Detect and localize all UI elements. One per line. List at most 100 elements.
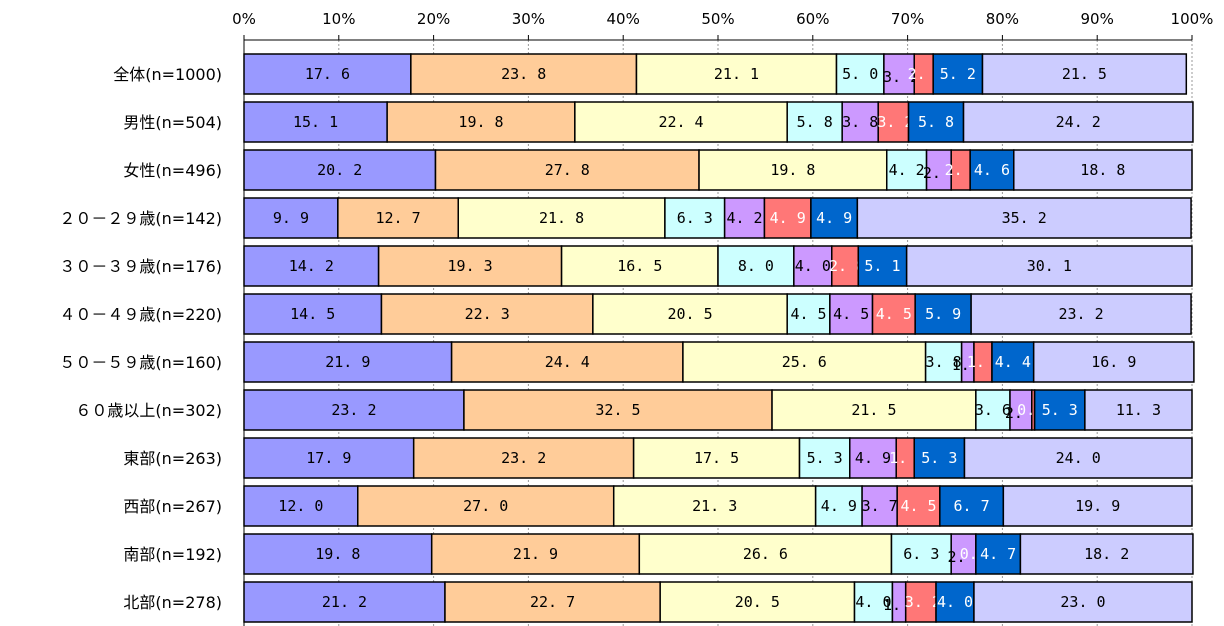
category-label: ５０－５９歳(n=160) — [59, 353, 222, 372]
bar-segment — [925, 149, 952, 191]
data-label: 12. 0 — [278, 497, 323, 515]
category-label: 女性(n=496) — [123, 161, 222, 180]
tick-label: 50% — [701, 10, 734, 28]
category-label: 男性(n=504) — [123, 113, 222, 132]
tick-label: 60% — [796, 10, 829, 28]
data-label: 4. 5 — [876, 305, 912, 323]
tick-label: 90% — [1081, 10, 1114, 28]
bar-segment — [1002, 485, 1193, 527]
data-label: 4. 9 — [821, 497, 857, 515]
data-label: 15. 1 — [293, 113, 338, 131]
tick-label: 20% — [417, 10, 450, 28]
bar-segment — [592, 293, 788, 335]
category-label: ３０－３９歳(n=176) — [59, 257, 222, 276]
data-label: 4. 0 — [795, 257, 831, 275]
data-label: 16. 5 — [617, 257, 662, 275]
bar-segment — [962, 101, 1194, 143]
data-label: 2. 6 — [923, 164, 959, 182]
data-label: 24. 0 — [1056, 449, 1101, 467]
data-label: 4. 2 — [889, 161, 925, 179]
bar-segment — [243, 485, 359, 527]
bar-segment — [763, 197, 812, 239]
bar-segment — [973, 581, 1193, 623]
bar-segment — [1033, 389, 1086, 431]
bar-segment — [914, 293, 972, 335]
data-label: 4. 9 — [855, 449, 891, 467]
data-label: 6. 7 — [954, 497, 990, 515]
data-label: 24. 4 — [545, 353, 590, 371]
data-label: 18. 2 — [1084, 545, 1129, 563]
bar-segment — [798, 437, 851, 479]
data-label: 23. 2 — [331, 401, 376, 419]
bar-segment — [1032, 341, 1195, 383]
data-label: 5. 1 — [864, 257, 900, 275]
bar-segment — [963, 437, 1193, 479]
bar-segment — [905, 245, 1193, 287]
bar-segment — [1084, 389, 1193, 431]
data-label: 21. 1 — [714, 65, 759, 83]
bar-segment — [698, 149, 888, 191]
bars: 17. 6 23. 8 21. 1 5. 0 3. 22. 05. 2 21. 515. … — [243, 53, 1195, 623]
data-label: 4. 2 — [726, 209, 762, 227]
category-labels: 全体(n=1000) 男性(n=504) 女性(n=496) ２０－２９歳(n=142… — [59, 65, 222, 612]
data-label: 3. 2 — [905, 593, 941, 611]
data-label: 9. 9 — [273, 209, 309, 227]
data-label: 5. 3 — [807, 449, 843, 467]
bar-segment — [939, 485, 1005, 527]
category-label: ４０－４９歳(n=220) — [59, 305, 222, 324]
category-label: 東部(n=263) — [123, 449, 222, 468]
bar-segment — [890, 533, 952, 575]
bar-segment — [243, 53, 412, 95]
bar-segment — [635, 53, 838, 95]
bar-segment — [981, 53, 1188, 95]
bar-segment — [243, 149, 437, 191]
bar-segment — [243, 437, 415, 479]
data-label: 27. 0 — [463, 497, 508, 515]
data-label: 23. 8 — [501, 65, 546, 83]
data-label: 5. 8 — [797, 113, 833, 131]
data-label: 11. 3 — [1116, 401, 1161, 419]
data-label: 3. 8 — [926, 353, 962, 371]
data-label: 4. 5 — [790, 305, 826, 323]
bar-segment — [463, 389, 773, 431]
bar-segment — [632, 437, 801, 479]
data-label: 21. 8 — [539, 209, 584, 227]
data-label: 21. 5 — [851, 401, 896, 419]
bar-segment — [243, 389, 465, 431]
data-label: 16. 9 — [1091, 353, 1136, 371]
bar-segment — [243, 101, 388, 143]
data-label: 4. 9 — [770, 209, 806, 227]
data-label: 4. 0 — [855, 593, 891, 611]
bar-segment — [853, 581, 894, 623]
tick-label: 0% — [232, 10, 256, 28]
data-label: 21. 2 — [322, 593, 367, 611]
bar-segment — [810, 197, 859, 239]
category-label: 北部(n=278) — [123, 593, 222, 612]
data-label: 30. 1 — [1027, 257, 1072, 275]
data-label: 5. 9 — [925, 305, 961, 323]
data-label: 5. 3 — [1042, 401, 1078, 419]
data-label: 19. 9 — [1075, 497, 1120, 515]
data-label: 32. 5 — [595, 401, 640, 419]
data-label: 22. 3 — [465, 305, 510, 323]
bar-segment — [786, 293, 831, 335]
data-label: 17. 9 — [306, 449, 351, 467]
data-label: 19. 3 — [448, 257, 493, 275]
tick-label: 10% — [322, 10, 355, 28]
data-label: 21. 3 — [692, 497, 737, 515]
data-label: 12. 7 — [375, 209, 420, 227]
data-label: 5. 0 — [842, 65, 878, 83]
bar-segment — [243, 533, 433, 575]
data-label: 20. 2 — [317, 161, 362, 179]
bar-segment — [450, 341, 684, 383]
data-label: 4. 5 — [833, 305, 869, 323]
tick-label: 100% — [1171, 10, 1214, 28]
category-label: 全体(n=1000) — [113, 65, 222, 84]
data-label: 14. 2 — [289, 257, 334, 275]
bar-segment — [786, 101, 843, 143]
bar-segment — [682, 341, 927, 383]
bar-segment — [913, 437, 966, 479]
bar-segment — [560, 245, 719, 287]
data-label: 21. 5 — [1062, 65, 1107, 83]
data-label: 4. 4 — [995, 353, 1031, 371]
